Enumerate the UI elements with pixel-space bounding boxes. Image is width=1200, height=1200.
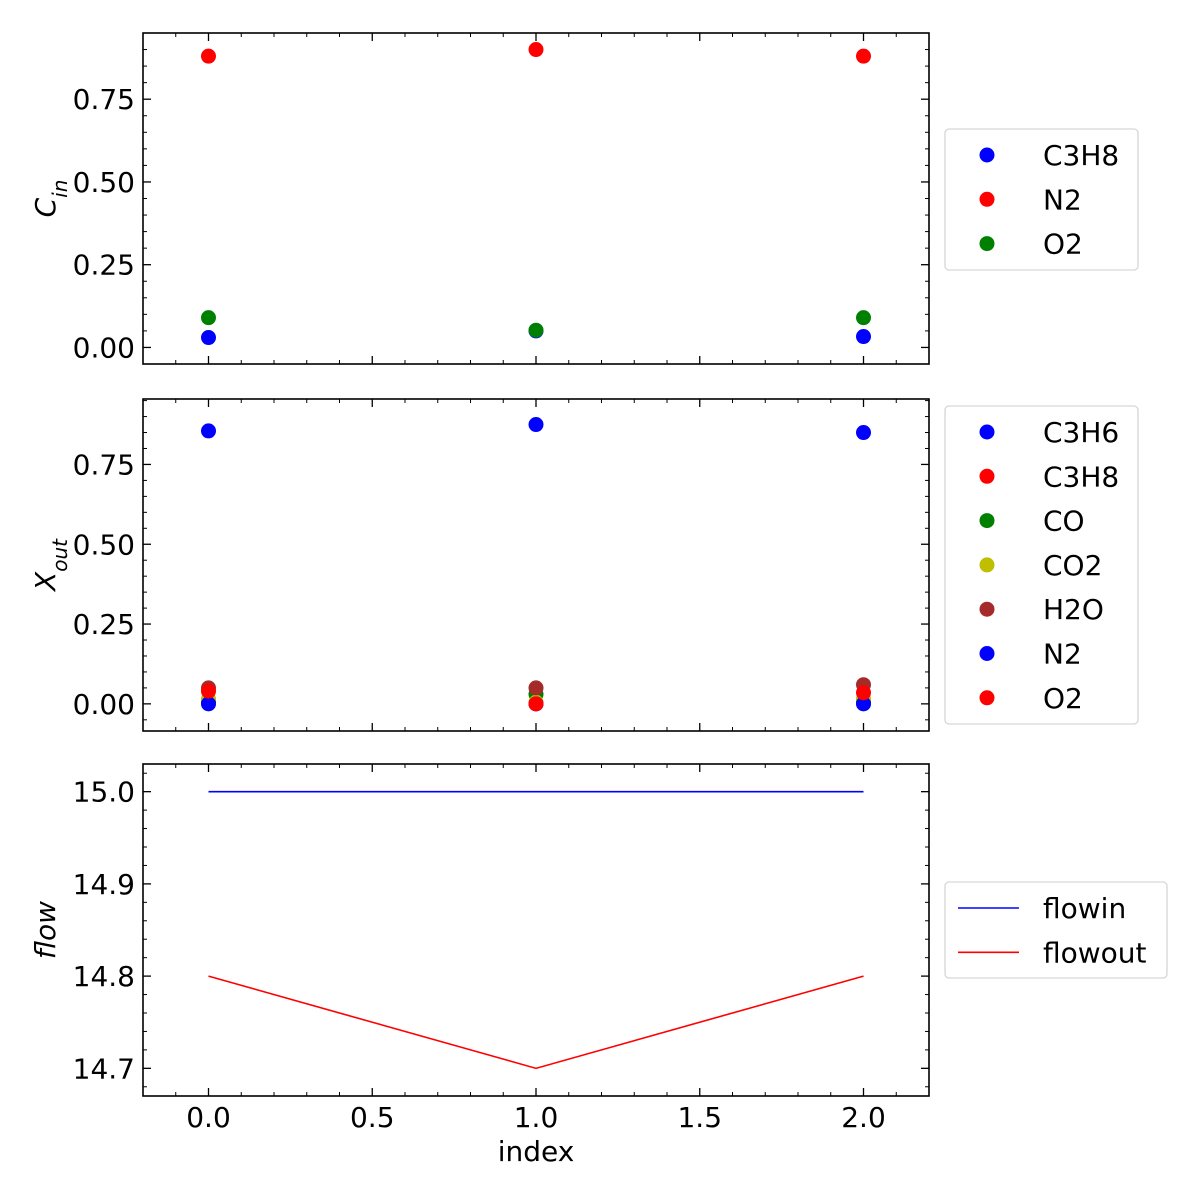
legend-marker xyxy=(979,468,995,484)
legend-marker xyxy=(979,424,995,440)
y-tick-label: 0.50 xyxy=(73,166,135,199)
y-axis-label: Cin xyxy=(29,180,72,218)
y-tick-label: 0.50 xyxy=(73,528,135,561)
x-tick-label: 0.5 xyxy=(350,1101,395,1134)
point-n2 xyxy=(856,48,871,64)
point-o2 xyxy=(856,685,871,701)
point-n2 xyxy=(201,48,216,64)
legend-frame xyxy=(944,128,1139,271)
legend-label: H2O xyxy=(1043,593,1104,626)
legend-label: flowout xyxy=(1043,936,1147,969)
subplot-3: 0.0 0.5 1.0 1.5 2.0 14.7 14.8 14.9 15.0 flow index… xyxy=(29,763,1168,1168)
legend: C3H8 N2 O2 xyxy=(944,128,1139,271)
point-c3h8 xyxy=(856,329,871,345)
legend-marker xyxy=(979,147,995,163)
x-axis-label: index xyxy=(498,1135,575,1168)
y-tick-label: 0.75 xyxy=(73,448,135,481)
y-tick-label: 0.75 xyxy=(73,83,135,116)
point-n2 xyxy=(528,42,544,58)
legend-frame xyxy=(944,881,1168,979)
y-tick-label: 14.8 xyxy=(73,960,135,993)
legend: C3H6 C3H8 CO CO2 H2O N2 O2 xyxy=(944,405,1139,725)
point-n2 xyxy=(856,696,871,712)
legend-marker xyxy=(979,646,995,661)
legend-label: O2 xyxy=(1043,228,1083,261)
point-o2 xyxy=(528,696,544,712)
legend-marker xyxy=(979,557,995,573)
subplot-1: 0.00 0.25 0.50 0.75 Cin C3H8 N2 O2 xyxy=(29,32,1139,365)
line-flowout xyxy=(208,975,864,1070)
legend-marker xyxy=(979,513,995,529)
x-tick-label: 1.0 xyxy=(514,1101,559,1134)
y-tick-label: 15.0 xyxy=(73,776,135,809)
y-tick-label: 14.9 xyxy=(73,868,135,901)
y-tick-label: 0.25 xyxy=(73,608,135,641)
legend-label: C3H6 xyxy=(1043,416,1119,449)
point-c3h6 xyxy=(201,423,216,439)
point-c3h6 xyxy=(856,425,871,441)
y-tick-label: 0.00 xyxy=(73,331,135,364)
x-tick-label: 2.0 xyxy=(841,1101,886,1134)
point-c3h6 xyxy=(528,417,544,433)
y-tick-label: 0.00 xyxy=(73,688,135,721)
point-o2 xyxy=(201,310,216,326)
point-o2 xyxy=(201,683,216,699)
plot-area xyxy=(201,42,871,346)
legend-marker xyxy=(979,191,995,207)
x-tick-label: 0.0 xyxy=(186,1101,231,1134)
point-c3h8 xyxy=(201,330,216,346)
point-o2 xyxy=(856,310,871,326)
legend-label: flowin xyxy=(1043,892,1126,925)
legend-marker xyxy=(979,236,995,252)
legend-label: CO xyxy=(1043,505,1085,538)
legend-label: CO2 xyxy=(1043,549,1102,582)
legend: flowin flowout xyxy=(944,881,1168,979)
legend-label: N2 xyxy=(1043,183,1082,216)
y-axis-label: Xout xyxy=(29,538,72,593)
y-tick-label: 14.7 xyxy=(73,1052,135,1085)
point-o2 xyxy=(528,322,544,338)
y-axis-label: flow xyxy=(29,901,62,959)
legend-label: C3H8 xyxy=(1043,460,1119,493)
point-h2o xyxy=(528,680,544,696)
y-tick-label: 0.25 xyxy=(73,249,135,282)
plot-area xyxy=(208,790,864,1070)
legend-label: C3H8 xyxy=(1043,139,1119,172)
plot-area xyxy=(201,417,871,712)
legend-marker xyxy=(979,690,995,706)
legend-label: N2 xyxy=(1043,638,1082,671)
legend-frame xyxy=(944,405,1139,725)
legend-marker xyxy=(979,601,995,617)
subplot-2: 0.00 0.25 0.50 0.75 Xout C3H6 C3H8 CO CO2 H2O N2 O2 xyxy=(29,398,1139,732)
point-n2 xyxy=(201,696,216,712)
x-tick-label: 1.5 xyxy=(677,1101,722,1134)
legend-label: O2 xyxy=(1043,682,1083,715)
